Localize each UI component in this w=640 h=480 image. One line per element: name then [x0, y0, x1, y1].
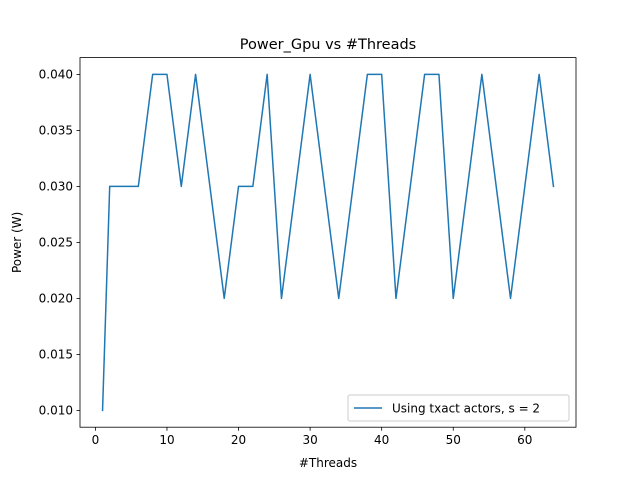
- series-line: [101, 73, 555, 412]
- y-axis: 0.010 0.015 0.020 0.025 0.030 0.035 0.040: [39, 68, 80, 418]
- y-tick-label: 0.035: [39, 124, 73, 138]
- x-tick-label: 10: [159, 433, 174, 447]
- y-tick-label: 0.025: [39, 236, 73, 250]
- y-tick-label: 0.030: [39, 180, 73, 194]
- legend-label: Using txact actors, s = 2: [392, 402, 540, 416]
- y-tick-label: 0.020: [39, 292, 73, 306]
- plot-frame: [79, 57, 577, 428]
- x-tick-label: 0: [92, 433, 100, 447]
- y-axis-title: Power (W): [10, 212, 24, 273]
- x-tick-label: 40: [374, 433, 389, 447]
- x-tick-label: 60: [517, 433, 532, 447]
- y-tick-label: 0.040: [39, 68, 73, 82]
- chart-title: Power_Gpu vs #Threads: [240, 37, 416, 53]
- y-tick-label: 0.015: [39, 348, 73, 362]
- x-axis: 0 10 20 30 40 50 60: [92, 427, 532, 447]
- legend-box: [347, 394, 570, 422]
- x-tick-label: 20: [231, 433, 246, 447]
- legend: Using txact actors, s = 2: [347, 394, 570, 422]
- y-tick-label: 0.010: [39, 404, 73, 418]
- x-axis-title: #Threads: [299, 456, 357, 470]
- x-tick-label: 30: [302, 433, 317, 447]
- plot-layer: [101, 73, 555, 412]
- x-tick-label: 50: [446, 433, 461, 447]
